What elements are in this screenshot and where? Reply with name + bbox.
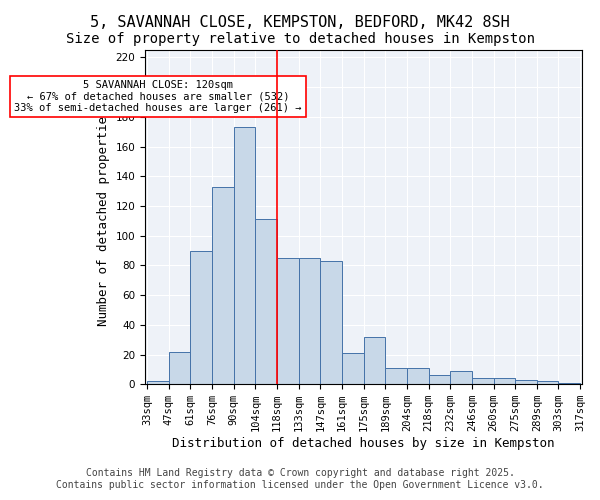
Text: Size of property relative to detached houses in Kempston: Size of property relative to detached ho… <box>65 32 535 46</box>
Bar <box>537 382 559 384</box>
Bar <box>190 250 212 384</box>
Bar <box>515 380 537 384</box>
Bar <box>234 127 256 384</box>
Bar <box>320 261 342 384</box>
Bar <box>299 258 320 384</box>
Bar <box>256 220 277 384</box>
Bar <box>147 382 169 384</box>
Text: 5 SAVANNAH CLOSE: 120sqm
← 67% of detached houses are smaller (532)
33% of semi-: 5 SAVANNAH CLOSE: 120sqm ← 67% of detach… <box>14 80 302 113</box>
Bar <box>559 382 580 384</box>
Bar <box>169 352 190 384</box>
Y-axis label: Number of detached properties: Number of detached properties <box>97 108 110 326</box>
Bar <box>450 371 472 384</box>
Bar <box>342 353 364 384</box>
Bar <box>385 368 407 384</box>
Bar <box>212 186 234 384</box>
Bar <box>407 368 428 384</box>
Bar <box>428 376 450 384</box>
Bar <box>472 378 494 384</box>
Text: 5, SAVANNAH CLOSE, KEMPSTON, BEDFORD, MK42 8SH: 5, SAVANNAH CLOSE, KEMPSTON, BEDFORD, MK… <box>90 15 510 30</box>
Bar <box>277 258 299 384</box>
Text: Contains HM Land Registry data © Crown copyright and database right 2025.
Contai: Contains HM Land Registry data © Crown c… <box>56 468 544 490</box>
X-axis label: Distribution of detached houses by size in Kempston: Distribution of detached houses by size … <box>172 437 555 450</box>
Bar <box>364 336 385 384</box>
Bar <box>494 378 515 384</box>
